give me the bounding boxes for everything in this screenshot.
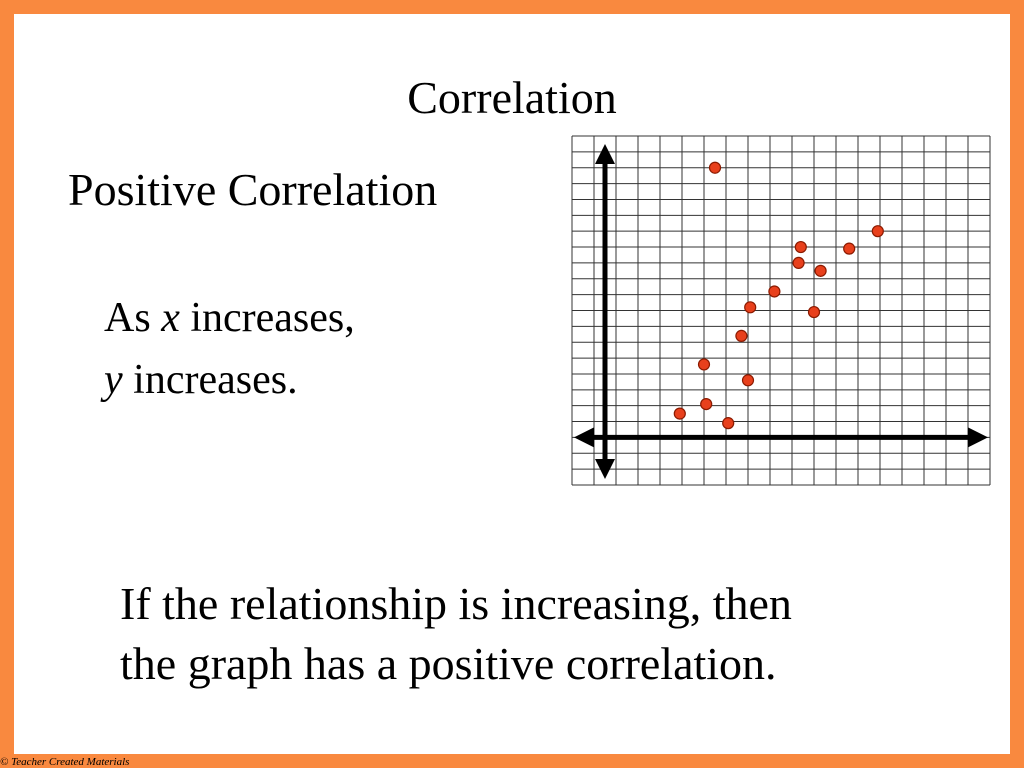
description-prefix: As bbox=[104, 295, 162, 341]
data-point bbox=[744, 301, 757, 314]
x-variable: x bbox=[161, 295, 180, 341]
data-points bbox=[673, 161, 884, 430]
data-point bbox=[700, 397, 713, 411]
description-suffix: increases, bbox=[179, 295, 355, 341]
data-point bbox=[697, 358, 711, 371]
axes bbox=[574, 144, 988, 479]
description-suffix-2: increases. bbox=[122, 357, 298, 403]
scatter-chart-svg bbox=[571, 135, 991, 486]
y-axis-arrow-down bbox=[595, 459, 615, 479]
y-axis-arrow-up bbox=[595, 144, 615, 164]
data-point bbox=[708, 161, 722, 174]
copyright-footer: © Teacher Created Materials bbox=[0, 756, 130, 768]
conclusion-line-2: the graph has a positive correlation. bbox=[120, 638, 777, 689]
data-point bbox=[741, 374, 755, 387]
x-axis-arrow-right bbox=[968, 427, 988, 448]
data-point bbox=[735, 329, 748, 342]
description: As x increases, y increases. bbox=[104, 287, 355, 411]
slide-title: Correlation bbox=[407, 72, 617, 123]
description-line-1: As x increases, bbox=[104, 287, 355, 349]
x-axis-arrow-left bbox=[574, 427, 594, 448]
scatter-chart bbox=[560, 126, 1000, 496]
data-point bbox=[843, 242, 856, 255]
conclusion: If the relationship is increasing, then … bbox=[120, 574, 792, 694]
data-point bbox=[814, 264, 827, 277]
data-point bbox=[807, 305, 821, 319]
grid bbox=[571, 135, 991, 486]
slide-subtitle: Positive Correlation bbox=[68, 164, 438, 215]
data-point bbox=[871, 225, 884, 238]
data-point bbox=[794, 240, 807, 254]
data-point bbox=[722, 417, 735, 430]
data-point bbox=[792, 256, 805, 270]
slide bbox=[14, 14, 1010, 754]
conclusion-line-1: If the relationship is increasing, then bbox=[120, 578, 792, 629]
data-point bbox=[768, 285, 781, 298]
y-variable: y bbox=[104, 357, 123, 403]
description-line-2: y increases. bbox=[104, 349, 355, 411]
data-point bbox=[673, 407, 686, 420]
